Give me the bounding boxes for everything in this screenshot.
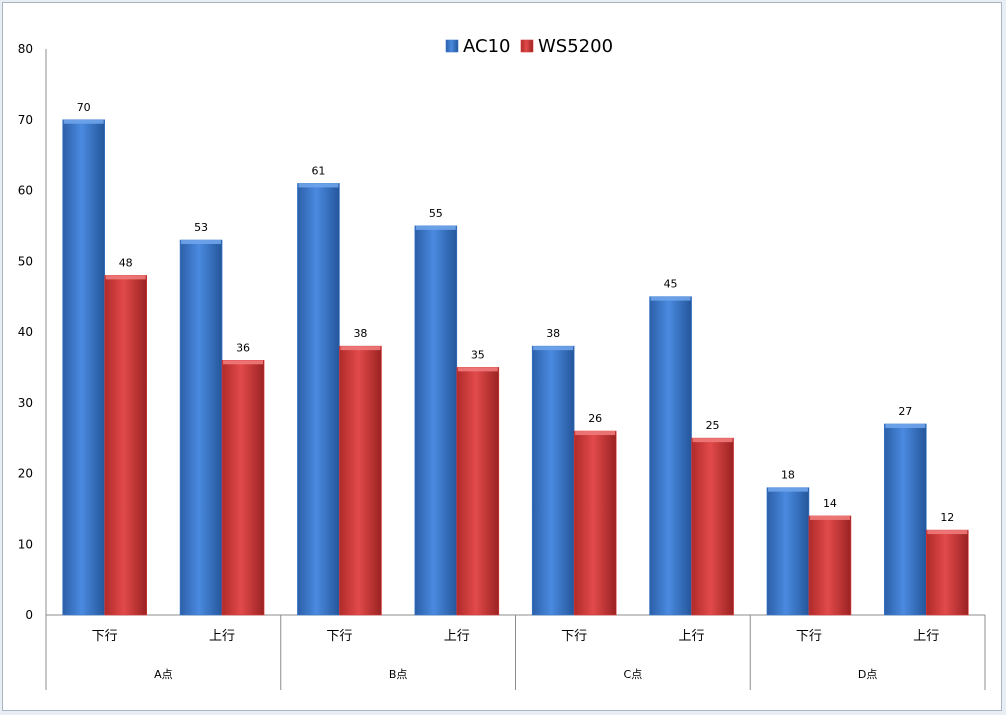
legend-label-ws5200: WS5200 xyxy=(538,36,613,57)
bar-top-bevel xyxy=(223,360,264,365)
data-label-ac10: 18 xyxy=(781,469,795,482)
legend-label-ac10: AC10 xyxy=(463,36,510,57)
bar-ac10-4 xyxy=(414,225,458,616)
x-group-label: D点 xyxy=(858,668,877,681)
y-tick-label: 20 xyxy=(18,467,33,481)
bar-ws5200-5 xyxy=(573,430,617,616)
data-label-ac10: 53 xyxy=(194,221,208,234)
bar-top-bevel xyxy=(415,225,456,230)
data-label-ac10: 38 xyxy=(546,327,560,340)
bar-ac10-6 xyxy=(649,296,692,616)
x-category-label: 下行 xyxy=(92,629,118,644)
bar-top-bevel xyxy=(885,423,926,428)
x-group-label: B点 xyxy=(389,668,408,681)
x-category-label: 上行 xyxy=(444,629,470,644)
data-label-ac10: 55 xyxy=(429,207,443,220)
data-label-ac10: 45 xyxy=(664,278,678,291)
bar-ac10-7 xyxy=(766,487,810,616)
x-category-label: 上行 xyxy=(679,629,705,644)
x-category-label: 下行 xyxy=(326,629,352,644)
data-labels: 70 53 61 55 38 45 18 27 48 36 38 35 26 25 14 12 xyxy=(77,101,955,524)
bar-ws5200-8 xyxy=(926,529,969,616)
data-label-ac10: 70 xyxy=(77,101,91,114)
y-tick-label: 50 xyxy=(18,254,33,268)
y-tick-label: 70 xyxy=(18,113,33,127)
bar-top-bevel xyxy=(340,346,381,351)
axes: 0 10 20 30 40 50 60 70 80 下行 上行 下行 上行 下行 上行 下行 上行 A点 B点 C点 D… xyxy=(18,42,986,690)
data-label-ws5200: 38 xyxy=(353,327,367,340)
bar-top-bevel xyxy=(767,487,808,492)
data-label-ws5200: 14 xyxy=(823,497,837,510)
legend-swatch-ac10 xyxy=(445,39,459,53)
bars xyxy=(62,119,969,616)
data-label-ac10: 27 xyxy=(898,405,912,418)
bar-top-bevel xyxy=(457,367,498,372)
bar-ac10-3 xyxy=(297,183,340,616)
bar-ws5200-4 xyxy=(456,367,500,616)
data-label-ws5200: 25 xyxy=(706,419,720,432)
bar-ws5200-6 xyxy=(691,437,734,616)
y-tick-label: 40 xyxy=(18,325,33,339)
x-category-label: 下行 xyxy=(796,629,822,644)
data-label-ws5200: 48 xyxy=(119,256,133,269)
y-tick-label: 30 xyxy=(18,396,33,410)
y-tick-label: 10 xyxy=(18,537,33,551)
bar-top-bevel xyxy=(809,515,850,520)
bar-ac10-1 xyxy=(62,119,105,616)
x-category-label: 上行 xyxy=(209,629,235,644)
bar-ws5200-7 xyxy=(808,515,852,616)
data-label-ws5200: 26 xyxy=(588,412,602,425)
bar-top-bevel xyxy=(105,275,146,280)
bar-top-bevel xyxy=(63,119,104,124)
x-category-label: 下行 xyxy=(561,629,587,644)
x-group-label: A点 xyxy=(154,668,173,681)
data-label-ws5200: 35 xyxy=(471,348,485,361)
bar-top-bevel xyxy=(575,431,616,436)
x-group-label: C点 xyxy=(624,668,643,681)
bar-top-bevel xyxy=(298,183,339,188)
data-label-ac10: 61 xyxy=(311,164,325,177)
bar-top-bevel xyxy=(692,438,733,443)
y-tick-label: 0 xyxy=(25,608,33,622)
bar-top-bevel xyxy=(650,296,691,301)
legend-swatch-ws5200 xyxy=(520,39,534,53)
x-category-label: 上行 xyxy=(913,629,939,644)
data-label-ws5200: 36 xyxy=(236,341,250,354)
bar-top-bevel xyxy=(533,346,574,351)
y-tick-label: 80 xyxy=(18,42,33,56)
bar-ws5200-2 xyxy=(221,359,265,616)
legend[interactable]: AC10 WS5200 xyxy=(445,36,613,57)
bar-ws5200-3 xyxy=(339,345,382,616)
bar-ac10-5 xyxy=(531,345,575,616)
bar-top-bevel xyxy=(927,530,968,535)
bar-ac10-2 xyxy=(179,239,223,616)
data-label-ws5200: 12 xyxy=(940,511,954,524)
bar-ac10-8 xyxy=(884,423,927,616)
y-tick-label: 60 xyxy=(18,184,33,198)
bar-top-bevel xyxy=(181,240,222,245)
bar-ws5200-1 xyxy=(104,275,147,616)
